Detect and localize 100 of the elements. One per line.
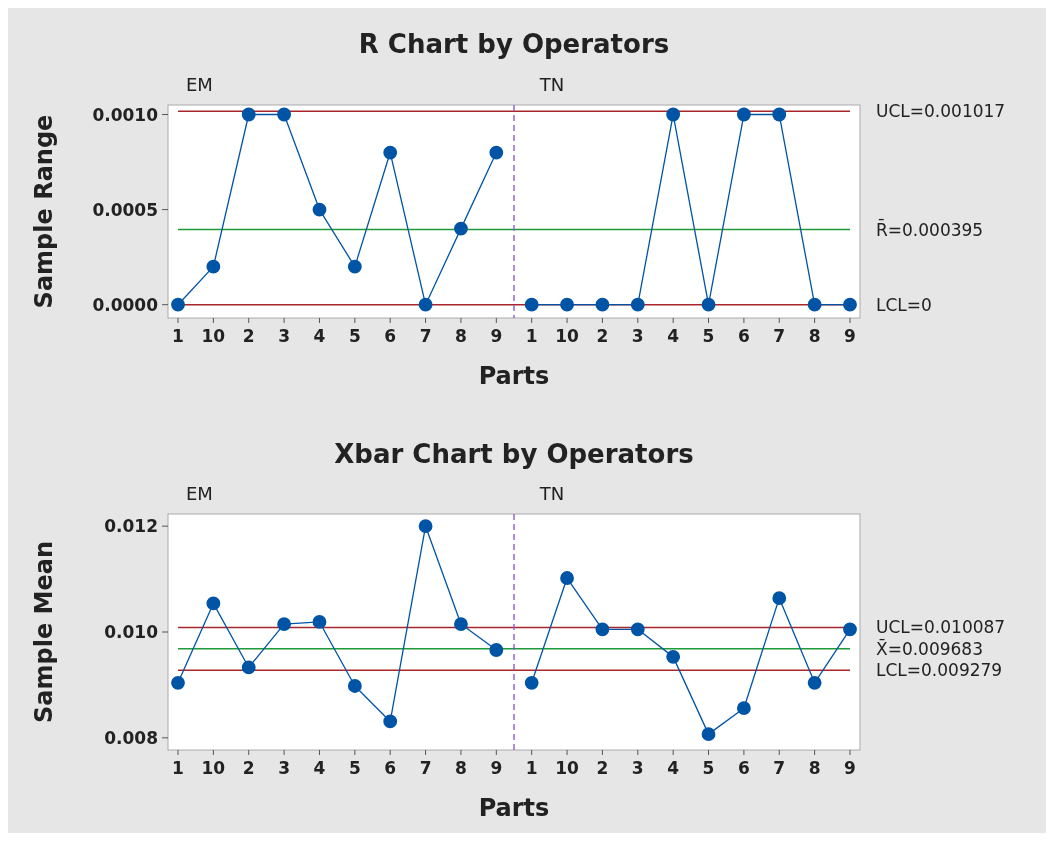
x-tick-label: 2 bbox=[242, 758, 255, 778]
point bbox=[489, 643, 504, 657]
point bbox=[241, 107, 256, 122]
text: EM bbox=[186, 483, 213, 504]
point bbox=[206, 596, 221, 611]
x-tick-label: 7 bbox=[773, 326, 786, 346]
text: TN bbox=[538, 74, 565, 95]
x-tick-label: 10 bbox=[555, 758, 580, 778]
x-tick-label: 5 bbox=[702, 326, 715, 346]
point bbox=[736, 701, 751, 716]
point bbox=[524, 297, 539, 312]
y-tick-label: 0.010 bbox=[104, 622, 159, 642]
point bbox=[277, 617, 292, 631]
point bbox=[347, 679, 362, 693]
point bbox=[524, 675, 539, 690]
ref-line-label: LCL=0 bbox=[876, 294, 932, 315]
text: EM bbox=[186, 74, 213, 95]
x-tick-label: 6 bbox=[384, 758, 397, 778]
x-axis-title: Parts bbox=[478, 362, 550, 390]
point bbox=[560, 297, 574, 312]
point bbox=[843, 622, 857, 637]
x-tick-label: 4 bbox=[313, 326, 326, 346]
point bbox=[595, 622, 610, 637]
x-tick-label: 8 bbox=[455, 758, 467, 778]
y-tick-label: 0.008 bbox=[104, 727, 158, 748]
x-tick-label: 4 bbox=[667, 758, 680, 778]
point bbox=[560, 571, 574, 585]
y-axis-title: Sample Range bbox=[30, 114, 58, 309]
x-tick-label: 6 bbox=[384, 326, 397, 346]
point bbox=[171, 675, 185, 690]
x-tick-label: 1 bbox=[525, 326, 538, 346]
x-tick-label: 2 bbox=[596, 326, 609, 346]
y-tick-label: 0.0000 bbox=[92, 294, 159, 315]
x-tick-label: 6 bbox=[737, 758, 750, 778]
ref-line-label: X̄=0.009683 bbox=[876, 637, 984, 659]
point bbox=[843, 297, 857, 312]
x-tick-label: 1 bbox=[172, 326, 184, 346]
text: TN bbox=[538, 483, 565, 504]
x-tick-label: 9 bbox=[490, 758, 503, 778]
chart-title: Xbar Chart by Operators bbox=[334, 439, 694, 469]
point bbox=[595, 297, 610, 312]
x-tick-label: 1 bbox=[172, 758, 184, 778]
x-tick-label: 5 bbox=[702, 758, 715, 778]
x-tick-label: 6 bbox=[737, 326, 750, 346]
point bbox=[312, 615, 327, 629]
ref-line-label: R̄=0.000395 bbox=[876, 218, 984, 240]
y-tick-label: 0.0010 bbox=[92, 104, 159, 125]
point bbox=[312, 202, 327, 217]
x-tick-label: 4 bbox=[667, 326, 680, 346]
y-tick-label: 0.0005 bbox=[92, 199, 158, 220]
x-axis-title: Parts bbox=[478, 794, 550, 822]
x-tick-label: 7 bbox=[419, 326, 432, 346]
x-tick-label: 5 bbox=[348, 326, 361, 346]
point bbox=[630, 622, 645, 637]
ref-line-label: UCL=0.001017 bbox=[876, 101, 1006, 122]
point bbox=[454, 221, 468, 236]
point bbox=[383, 145, 398, 160]
point bbox=[630, 297, 645, 312]
point bbox=[701, 727, 716, 742]
x-tick-label: 8 bbox=[808, 326, 821, 346]
point bbox=[206, 259, 221, 274]
x-tick-label: 3 bbox=[631, 758, 644, 778]
point bbox=[666, 107, 681, 122]
chart-title: R Chart by Operators bbox=[358, 29, 670, 59]
x-tick-label: 9 bbox=[844, 758, 856, 778]
point bbox=[454, 617, 468, 631]
point bbox=[383, 714, 398, 729]
point bbox=[241, 660, 256, 675]
point bbox=[772, 591, 787, 606]
x-tick-label: 9 bbox=[490, 326, 503, 346]
point bbox=[418, 297, 433, 312]
x-tick-label: 4 bbox=[313, 758, 326, 778]
x-tick-label: 1 bbox=[525, 758, 538, 778]
x-tick-label: 9 bbox=[844, 326, 856, 346]
point bbox=[701, 297, 716, 312]
x-tick-label: 10 bbox=[555, 326, 580, 346]
x-tick-label: 10 bbox=[201, 758, 226, 778]
point bbox=[772, 107, 787, 122]
point bbox=[666, 649, 681, 664]
x-tick-label: 2 bbox=[242, 326, 255, 346]
x-tick-label: 10 bbox=[201, 326, 226, 346]
x-tick-label: 8 bbox=[808, 758, 821, 778]
point bbox=[277, 107, 292, 122]
x-tick-label: 7 bbox=[419, 758, 432, 778]
x-tick-label: 2 bbox=[596, 758, 609, 778]
point bbox=[489, 145, 504, 160]
point bbox=[347, 259, 362, 274]
x-tick-label: 3 bbox=[278, 326, 291, 346]
point bbox=[807, 297, 822, 312]
point bbox=[736, 107, 751, 122]
x-tick-label: 8 bbox=[455, 326, 467, 346]
x-tick-label: 5 bbox=[348, 758, 361, 778]
ref-line-label: UCL=0.010087 bbox=[876, 617, 1006, 638]
x-tick-label: 3 bbox=[278, 758, 291, 778]
ref-line-label: LCL=0.009279 bbox=[876, 660, 1003, 681]
x-tick-label: 3 bbox=[631, 326, 644, 346]
point bbox=[418, 519, 433, 534]
point bbox=[807, 675, 822, 690]
point bbox=[171, 297, 185, 312]
y-tick-label: 0.012 bbox=[104, 516, 158, 537]
